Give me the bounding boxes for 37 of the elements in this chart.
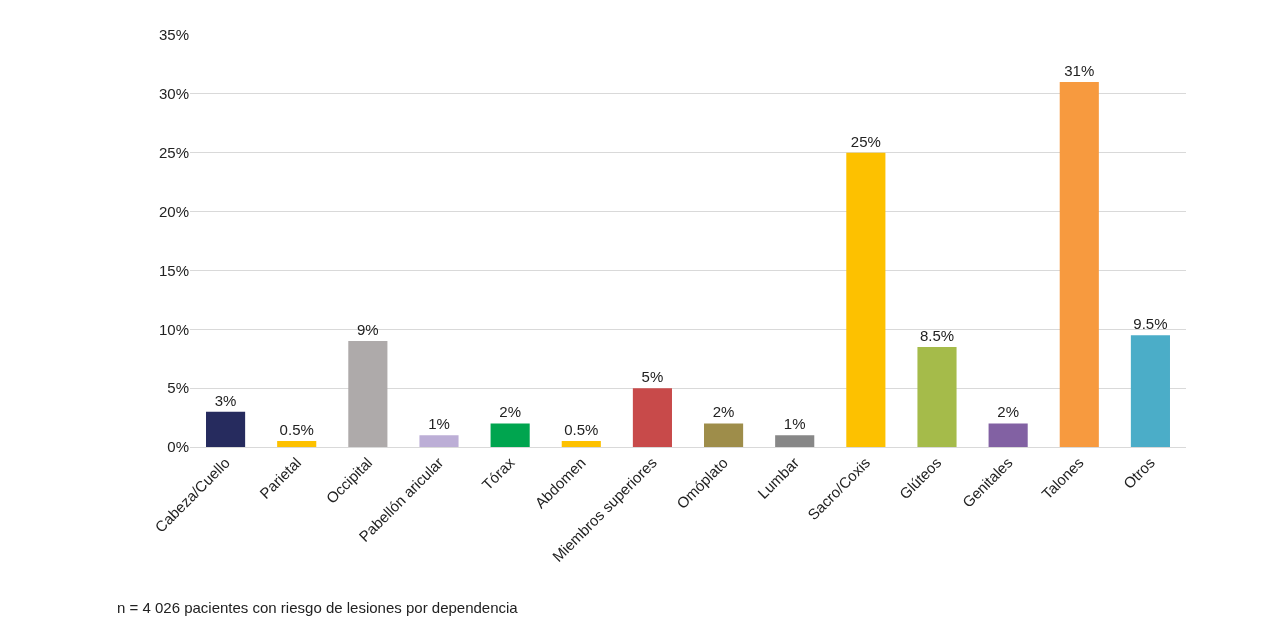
bar [704,423,744,447]
bar [846,152,886,447]
bar [419,435,459,447]
data-label: 2% [997,403,1019,421]
y-tick-label: 20% [158,202,189,220]
bar [1130,335,1170,447]
bar [348,341,388,447]
bar [1059,82,1099,447]
data-label: 2% [712,403,735,421]
bar [917,346,957,447]
text: n = 4 026 pacientes con riesgo de lesiones por dependencia [117,599,519,616]
y-tick-label: 25% [158,143,189,161]
data-label: 9.5% [1133,315,1168,333]
bar [775,435,815,447]
data-label: 1% [428,415,450,433]
data-label: 0.5% [564,421,599,439]
data-label: 25% [850,132,881,150]
y-tick-label: 30% [158,85,189,103]
y-tick-label: 35% [158,26,189,44]
bar [490,423,530,447]
y-tick-label: 0% [167,438,189,456]
y-tick-label: 15% [158,261,189,279]
y-tick-label: 5% [167,379,189,397]
data-label: 31% [1064,62,1095,80]
data-label: 3% [214,391,237,409]
data-label: 2% [499,403,521,421]
bar [206,411,246,447]
data-label: 1% [783,415,806,433]
bar [561,441,601,447]
data-label: 5% [641,368,664,386]
bar [988,423,1028,447]
data-label: 8.5% [919,326,955,344]
data-label: 0.5% [279,421,314,439]
y-tick-label: 10% [158,320,189,338]
data-label: 9% [357,321,379,339]
bar [632,388,672,447]
bar [277,441,317,447]
